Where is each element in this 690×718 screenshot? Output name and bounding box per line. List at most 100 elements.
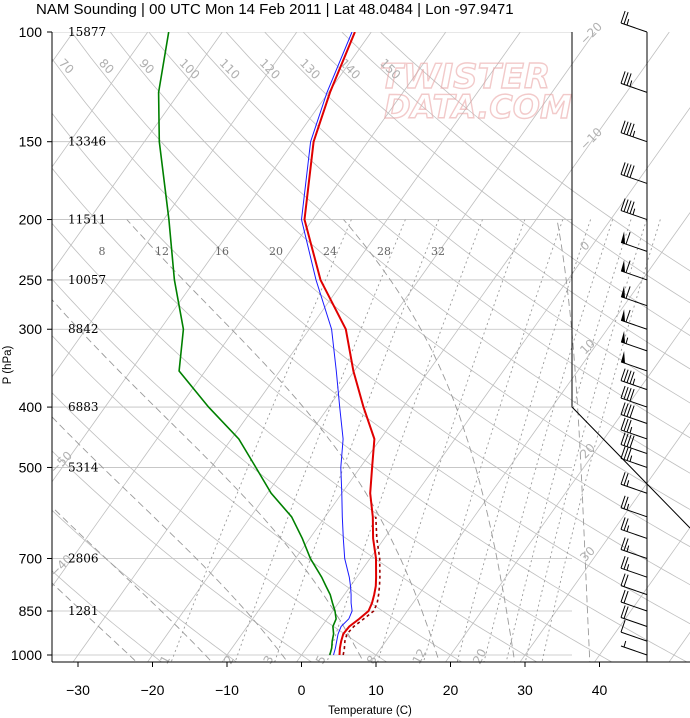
wind-barb (620, 472, 648, 494)
barb-half (626, 564, 630, 571)
barb-full (623, 590, 629, 604)
dry-adiabat-label: 70 (56, 56, 77, 77)
barb-flag (621, 231, 625, 244)
barb-full (626, 387, 632, 401)
parcel-line (342, 516, 381, 656)
barb-full (623, 433, 629, 446)
moist-adiabat-line (52, 416, 289, 662)
mixing-ratio-label-top: 12 (155, 245, 169, 258)
barb-full (623, 496, 629, 509)
background-guide-lines (52, 32, 690, 662)
barb-shaft (620, 296, 648, 307)
height-label: 11511 (68, 213, 106, 227)
wet-bulb-line (300, 32, 353, 656)
x-tick-label: −10 (215, 682, 239, 698)
barb-half (629, 80, 633, 87)
height-label: 15877 (68, 25, 106, 39)
barb-full (626, 122, 632, 135)
isotherm-line (370, 212, 690, 662)
barb-full (620, 619, 626, 633)
barb-shaft (620, 241, 648, 252)
chart-title: NAM Sounding | 00 UTC Mon 14 Feb 2011 | … (36, 1, 514, 18)
barb-shaft (620, 361, 648, 372)
x-tick-label: 30 (517, 682, 533, 698)
y-tick-label: 400 (19, 399, 43, 415)
barb-half (626, 525, 630, 532)
watermark-line-2: DATA.COM (384, 88, 572, 126)
barb-half (629, 455, 633, 462)
mixing-ratio-line (326, 219, 483, 662)
barb-full (626, 404, 632, 417)
barb-shaft (620, 429, 648, 440)
dry-adiabat-label: 130 (297, 56, 323, 82)
wind-barb (620, 162, 648, 184)
wind-barb (620, 446, 648, 468)
barb-full (626, 370, 632, 383)
height-label: 5314 (68, 460, 99, 474)
barb-shaft (620, 549, 648, 559)
barb-flag (621, 330, 625, 344)
wind-barb (620, 619, 648, 642)
barb-full (620, 446, 626, 459)
wind-barb (620, 605, 648, 627)
barb-flag (621, 285, 625, 299)
barb-shaft (620, 457, 648, 468)
wind-barb (620, 330, 648, 352)
height-label: 6883 (68, 400, 99, 414)
barb-full (623, 538, 629, 551)
wind-barb (620, 309, 648, 330)
dry-adiabat-line (264, 32, 690, 370)
barb-flag (621, 351, 625, 364)
barb-full (623, 199, 629, 212)
barb-full (620, 432, 626, 445)
x-tick-label: 10 (368, 682, 384, 698)
mixing-ratio-line (234, 219, 406, 662)
moist-adiabat-line (343, 219, 516, 662)
barb-shaft (620, 397, 648, 408)
barb-half (623, 640, 627, 648)
isotherm-line (52, 32, 372, 483)
dry-adiabat-line (341, 32, 690, 304)
dry-adiabat-label: 110 (217, 56, 243, 82)
dry-adiabat-line (52, 392, 388, 662)
wind-barb (620, 537, 648, 559)
mixing-ratio-label-top: 8 (99, 245, 106, 258)
x-tick-label: −30 (66, 682, 90, 698)
wind-barb (620, 556, 648, 578)
barb-shaft (620, 341, 648, 352)
dry-adiabat-line (302, 32, 690, 336)
barb-full (623, 163, 629, 176)
wind-barb (620, 640, 648, 656)
x-axis-label: Temperature (C) (328, 705, 412, 717)
barb-half (632, 378, 636, 385)
barb-full (625, 309, 631, 323)
y-axis-label: P (hPa) (2, 345, 14, 384)
isotherm-label: 10 (577, 336, 598, 357)
moist-adiabat-line (52, 582, 138, 662)
dry-adiabat-line (52, 450, 313, 662)
y-tick-label: 300 (19, 321, 43, 337)
barb-full (623, 11, 629, 25)
wind-barb (620, 285, 648, 307)
mixing-ratio-line (505, 219, 632, 662)
wind-barb (620, 10, 648, 33)
dry-adiabat-line (52, 58, 690, 586)
barb-full (620, 402, 626, 415)
barb-full (629, 165, 635, 178)
barb-full (620, 162, 626, 175)
barb-full (620, 556, 626, 569)
isotherm-line (519, 421, 690, 662)
barb-full (623, 574, 629, 587)
barb-full (620, 417, 626, 431)
dry-adiabat-line (225, 32, 690, 404)
dry-adiabat-line (71, 32, 690, 548)
mixing-ratio-line (456, 219, 592, 662)
wind-barb (620, 517, 648, 539)
barb-full (620, 517, 626, 530)
barb-full (623, 403, 629, 416)
barb-shaft (620, 507, 648, 518)
barb-full (620, 71, 626, 84)
barb-shaft (620, 631, 648, 642)
barb-panel-border (571, 32, 690, 529)
isotherm-line (221, 32, 670, 662)
